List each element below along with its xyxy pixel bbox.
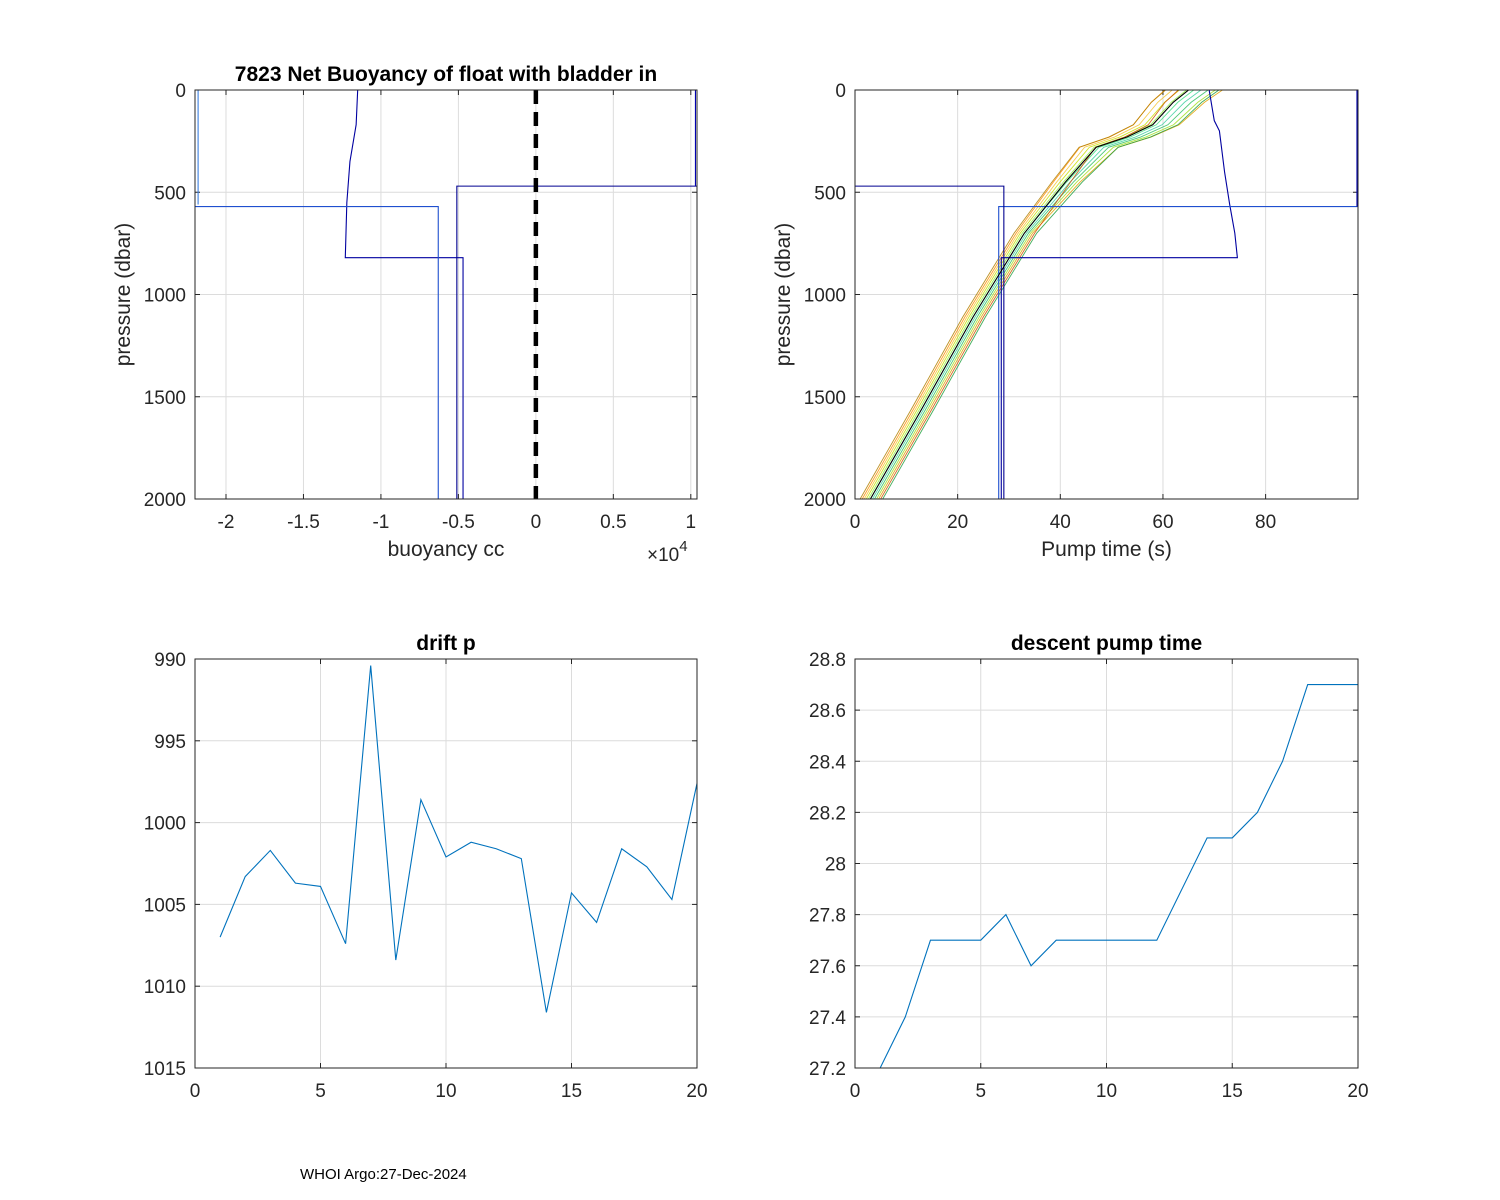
buoyancy-x-exponent: ×104 — [647, 538, 688, 566]
pumptime-profile-line — [859, 90, 1166, 499]
buoyancy-chart: -2 -1.5 -1 -0.5 0 0.5 1 0 500 1000 1500 2000 7823 Ne… — [112, 63, 698, 566]
buoyancy-series-line — [195, 206, 439, 499]
buoyancy-xtick-label: 1 — [686, 512, 697, 533]
pumptime-xtick-label: 40 — [1050, 512, 1071, 533]
pumptime-profile-line — [880, 90, 1179, 499]
descent-xtick-label: 10 — [1096, 1081, 1117, 1102]
buoyancy-xtick-label: 0 — [531, 512, 542, 533]
buoyancy-xtick-label: -1.5 — [287, 512, 320, 533]
driftp-xtick-label: 5 — [315, 1081, 326, 1102]
descent-xtick-label: 0 — [850, 1081, 861, 1102]
descent-xtick-label: 15 — [1222, 1081, 1243, 1102]
buoyancy-series-line — [344, 90, 464, 499]
pumptime-ytick-label: 0 — [835, 81, 846, 102]
descent-xtick-label: 5 — [975, 1081, 986, 1102]
buoyancy-ytick-label: 500 — [154, 183, 186, 204]
buoyancy-title: 7823 Net Buoyancy of float with bladder … — [235, 63, 657, 86]
pumptime-series-line — [1000, 90, 1238, 499]
pumptime-profile-line — [872, 90, 1202, 499]
pumptime-profile-line — [876, 90, 1216, 499]
pumptime-xtick-label: 20 — [947, 512, 968, 533]
descent-axes-box — [854, 658, 1359, 1069]
descent-xtick-label: 20 — [1347, 1081, 1368, 1102]
pumptime-xtick-label: 60 — [1152, 512, 1173, 533]
pumptime-xlabel: Pump time (s) — [1041, 538, 1172, 561]
descent-ytick-label: 27.4 — [809, 1008, 846, 1029]
buoyancy-xtick-label: 0.5 — [600, 512, 626, 533]
buoyancy-series-line — [456, 185, 697, 499]
buoyancy-data-group — [195, 90, 697, 499]
driftp-axes-box — [194, 658, 698, 1069]
driftp-ytick-label: 1010 — [144, 977, 186, 998]
pumptime-series-line — [869, 90, 1189, 499]
pumptime-profile-line — [863, 90, 1173, 499]
descent-chart: 0 5 10 15 20 27.2 27.4 27.6 27.8 28 28.2 28.4 28.6 28… — [809, 632, 1369, 1102]
footer-text: WHOI Argo:27-Dec-2024 — [300, 1166, 467, 1183]
pumptime-xtick-label: 80 — [1255, 512, 1276, 533]
pumptime-profile-line — [874, 90, 1209, 499]
pumptime-xtick-label: 0 — [850, 512, 861, 533]
pumptime-ytick-label: 1000 — [804, 286, 846, 307]
buoyancy-xlabel: buoyancy cc — [388, 538, 505, 561]
buoyancy-x-exponent-power: 4 — [679, 538, 687, 555]
pumptime-profile-line — [882, 90, 1220, 499]
descent-ytick-label: 28 — [825, 855, 846, 876]
driftp-xtick-label: 15 — [561, 1081, 582, 1102]
driftp-ytick-label: 990 — [154, 650, 186, 671]
pumptime-ytick-label: 2000 — [804, 490, 846, 511]
pumptime-ytick-label: 1500 — [804, 388, 846, 409]
buoyancy-ylabel: pressure (dbar) — [112, 223, 135, 367]
driftp-title: drift p — [416, 632, 475, 655]
buoyancy-xtick-label: -2 — [218, 512, 235, 533]
descent-title: descent pump time — [1011, 632, 1202, 655]
driftp-xtick-label: 10 — [435, 1081, 456, 1102]
driftp-ytick-label: 995 — [154, 732, 186, 753]
descent-ytick-label: 28.4 — [809, 752, 846, 773]
buoyancy-xtick-label: -1 — [372, 512, 389, 533]
pumptime-ytick-label: 500 — [814, 183, 846, 204]
pumptime-series-line — [855, 185, 1005, 499]
pumptime-chart: 0 20 40 60 80 0 500 1000 1500 2000 Pump time (s) pr… — [772, 81, 1359, 561]
pumptime-profile-line — [878, 90, 1223, 499]
descent-series-line — [879, 684, 1358, 1068]
driftp-data-group — [219, 665, 697, 1013]
buoyancy-ytick-label: 0 — [175, 81, 186, 102]
pumptime-profile-line — [867, 90, 1187, 499]
descent-data-group — [879, 684, 1358, 1068]
descent-ytick-label: 28.2 — [809, 803, 846, 824]
descent-ytick-label: 28.8 — [809, 650, 846, 671]
pumptime-axes-box — [854, 89, 1359, 500]
driftp-ytick-label: 1005 — [144, 895, 186, 916]
descent-ytick-label: 28.6 — [809, 701, 846, 722]
driftp-ytick-label: 1000 — [144, 814, 186, 835]
pumptime-series-line — [998, 206, 1358, 499]
buoyancy-ytick-label: 2000 — [144, 490, 186, 511]
driftp-ytick-label: 1015 — [144, 1059, 186, 1080]
pumptime-ylabel: pressure (dbar) — [772, 223, 795, 367]
descent-ytick-label: 27.2 — [809, 1059, 846, 1080]
driftp-series-line — [219, 665, 697, 1013]
buoyancy-ytick-label: 1000 — [144, 286, 186, 307]
driftp-xtick-label: 20 — [686, 1081, 707, 1102]
buoyancy-axes-box — [194, 89, 698, 500]
pumptime-data-group — [855, 90, 1358, 499]
driftp-xtick-label: 0 — [190, 1081, 201, 1102]
pumptime-profile-line — [865, 90, 1180, 499]
descent-ytick-label: 27.6 — [809, 957, 846, 978]
buoyancy-ytick-label: 1500 — [144, 388, 186, 409]
descent-ytick-label: 27.8 — [809, 906, 846, 927]
buoyancy-xtick-label: -0.5 — [442, 512, 475, 533]
